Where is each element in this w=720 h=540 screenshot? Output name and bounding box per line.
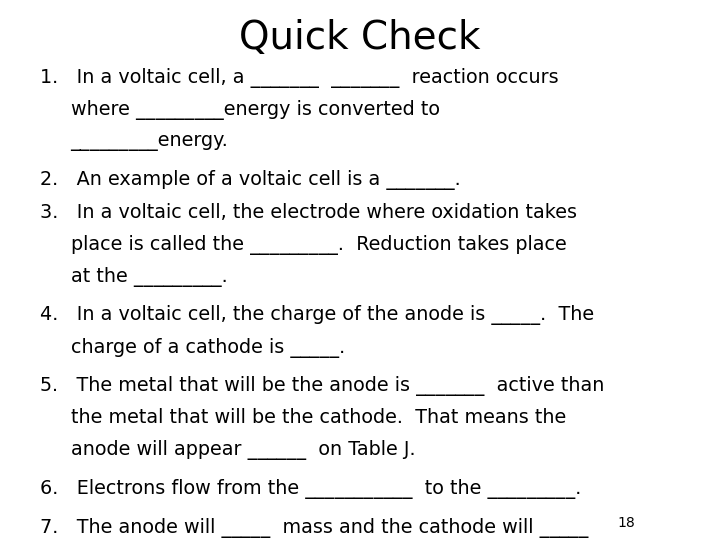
Text: Quick Check: Quick Check [239,19,481,57]
Text: 4.   In a voltaic cell, the charge of the anode is _____.  The: 4. In a voltaic cell, the charge of the … [40,306,594,326]
Text: the metal that will be the cathode.  That means the: the metal that will be the cathode. That… [71,408,566,427]
Text: 18: 18 [618,516,636,530]
Text: 6.   Electrons flow from the ___________  to the _________.: 6. Electrons flow from the ___________ t… [40,479,581,499]
Text: 5.   The metal that will be the anode is _______  active than: 5. The metal that will be the anode is _… [40,376,604,396]
Text: 1.   In a voltaic cell, a _______  _______  reaction occurs: 1. In a voltaic cell, a _______ _______ … [40,68,558,87]
Text: 3.   In a voltaic cell, the electrode where oxidation takes: 3. In a voltaic cell, the electrode wher… [40,202,577,221]
Text: _________energy.: _________energy. [71,132,228,151]
Text: at the _________.: at the _________. [71,267,228,287]
Text: where _________energy is converted to: where _________energy is converted to [71,99,439,120]
Text: place is called the _________.  Reduction takes place: place is called the _________. Reduction… [71,234,567,255]
Text: anode will appear ______  on Table J.: anode will appear ______ on Table J. [71,441,415,461]
Text: charge of a cathode is _____.: charge of a cathode is _____. [71,338,345,357]
Text: 2.   An example of a voltaic cell is a _______.: 2. An example of a voltaic cell is a ___… [40,171,460,191]
Text: 7.   The anode will _____  mass and the cathode will _____: 7. The anode will _____ mass and the cat… [40,517,588,538]
